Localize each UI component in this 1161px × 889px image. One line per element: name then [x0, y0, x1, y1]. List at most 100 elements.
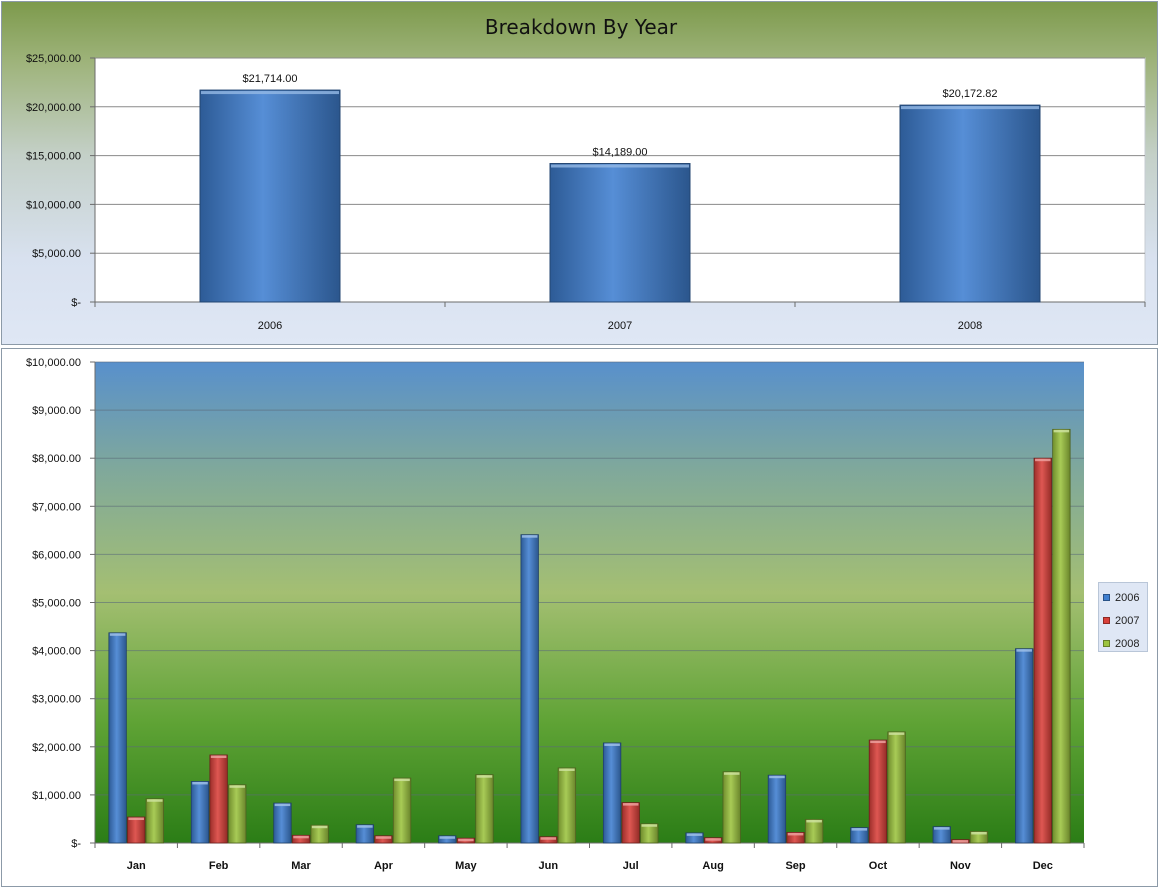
- x-tick-label: Jan: [127, 860, 146, 872]
- bar-highlight: [787, 832, 804, 836]
- bar-Dec-2006: [1015, 648, 1034, 844]
- data-label-2007: $14,189.00: [592, 147, 647, 159]
- bar-highlight: [458, 838, 474, 842]
- bar-Mar-2007: [291, 834, 311, 844]
- y-tick-label: $6,000.00: [32, 549, 81, 561]
- bar-highlight: [934, 827, 950, 830]
- bar-Aug-2006: [685, 832, 704, 844]
- bar-highlight: [870, 740, 886, 744]
- x-tick-label: Nov: [950, 860, 972, 872]
- bar-Jul-2007: [621, 802, 640, 844]
- x-tick-label: Apr: [374, 860, 394, 872]
- bar-highlight: [851, 828, 868, 831]
- bar-highlight: [723, 772, 740, 775]
- bar-highlight: [375, 836, 392, 839]
- x-tick-label: Dec: [1033, 860, 1053, 872]
- bar-Sep-2008: [804, 819, 824, 844]
- bar-highlight: [806, 819, 822, 823]
- bar-Nov-2008: [969, 831, 989, 844]
- bar-highlight: [476, 775, 493, 778]
- bar-highlight: [229, 785, 245, 788]
- x-tick-label: Aug: [702, 860, 723, 872]
- bar-Jul-2008: [640, 823, 659, 844]
- y-tick-label: $2,000.00: [32, 742, 81, 754]
- bar-Sep-2006: [767, 774, 787, 844]
- bar-highlight: [147, 799, 163, 802]
- bar-highlight: [705, 838, 721, 841]
- bar-highlight: [201, 91, 339, 95]
- bar-Dec-2007: [1033, 457, 1052, 844]
- legend: 2006 2007 2008: [1098, 582, 1148, 652]
- y-tick-label: $10,000.00: [26, 199, 81, 211]
- bar-highlight: [293, 835, 309, 839]
- bar-highlight: [901, 106, 1039, 110]
- data-label-2008: $20,172.82: [942, 88, 997, 100]
- y-tick-label: $20,000.00: [26, 102, 81, 114]
- bar-highlight: [559, 768, 575, 771]
- y-tick-label: $-: [71, 297, 81, 309]
- legend-swatch-2008: [1103, 640, 1110, 647]
- legend-item-2006: 2006: [1103, 586, 1147, 609]
- legend-label: 2007: [1115, 614, 1140, 627]
- y-tick-label: $10,000.00: [26, 357, 81, 369]
- bar-highlight: [274, 803, 291, 807]
- bar-Oct-2007: [868, 739, 888, 844]
- bar-highlight: [769, 775, 785, 779]
- y-tick-label: $8,000.00: [32, 453, 81, 465]
- bar-highlight: [641, 824, 658, 827]
- y-tick-label: $7,000.00: [32, 501, 81, 513]
- bar-highlight: [109, 633, 126, 636]
- bar-highlight: [357, 825, 373, 828]
- x-tick-label: 2008: [958, 320, 982, 332]
- bar-highlight: [686, 833, 703, 836]
- bar-highlight: [971, 831, 987, 835]
- bar-highlight: [1016, 649, 1032, 652]
- y-tick-label: $4,000.00: [32, 646, 81, 658]
- x-tick-label: Jun: [539, 860, 559, 872]
- legend-item-2007: 2007: [1103, 609, 1147, 632]
- x-tick-label: Oct: [869, 860, 888, 872]
- x-tick-label: May: [455, 860, 477, 872]
- bar-highlight: [604, 743, 620, 746]
- y-tick-label: $3,000.00: [32, 694, 81, 706]
- bar-Feb-2006: [190, 781, 210, 844]
- bar-Jun-2006: [520, 534, 539, 844]
- y-tick-label: $5,000.00: [32, 598, 81, 610]
- bar-Dec-2008: [1052, 428, 1071, 844]
- legend-swatch-2007: [1103, 617, 1110, 624]
- legend-label: 2008: [1115, 637, 1140, 650]
- bar-Jan-2008: [145, 798, 164, 844]
- bar-Nov-2006: [932, 826, 951, 844]
- bar-Mar-2008: [310, 824, 329, 844]
- bar-Aug-2008: [722, 771, 741, 844]
- bar-Apr-2008: [392, 777, 412, 844]
- bar-2007: [549, 163, 691, 303]
- x-tick-label: 2006: [258, 320, 282, 332]
- bar-highlight: [1053, 429, 1070, 433]
- bar-2008: [899, 104, 1041, 303]
- legend-item-2008: 2008: [1103, 632, 1147, 655]
- x-tick-label: Sep: [785, 860, 805, 872]
- bar-highlight: [210, 755, 227, 758]
- y-tick-label: $25,000.00: [26, 53, 81, 65]
- bar-highlight: [192, 781, 208, 785]
- data-label-2006: $21,714.00: [242, 73, 297, 85]
- bar-highlight: [521, 535, 538, 538]
- bar-May-2006: [438, 835, 457, 844]
- bar-highlight: [622, 803, 639, 806]
- chart-title: Breakdown By Year: [485, 15, 678, 39]
- legend-label: 2006: [1115, 591, 1140, 604]
- x-tick-label: Feb: [209, 860, 229, 872]
- bar-Jan-2007: [127, 816, 146, 844]
- bar-highlight: [952, 840, 969, 843]
- bar-highlight: [888, 732, 905, 735]
- bar-highlight: [311, 825, 328, 829]
- y-tick-label: $5,000.00: [32, 248, 81, 260]
- bar-highlight: [394, 778, 410, 782]
- bar-Jun-2008: [557, 767, 577, 844]
- bar-highlight: [551, 164, 689, 168]
- bar-Mar-2006: [273, 802, 292, 844]
- y-tick-label: $-: [71, 838, 81, 850]
- y-tick-label: $1,000.00: [32, 790, 81, 802]
